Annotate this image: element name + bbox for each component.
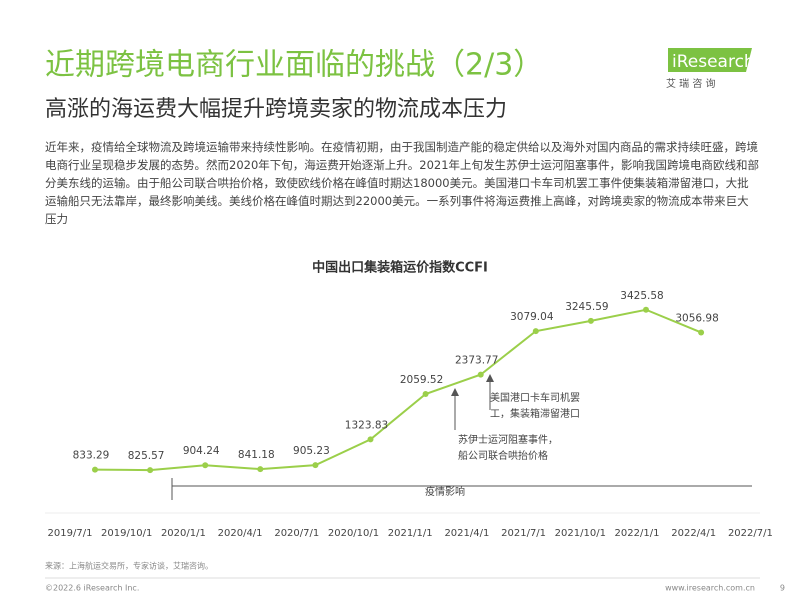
x-tick-label: 2019/7/1 [48, 528, 93, 539]
paragraph: 近年来，疫情给全球物流及跨境运输带来持续性影响。在疫情初期，由于我国制造产能的稳… [45, 140, 760, 226]
data-label: 3245.59 [565, 301, 608, 313]
annotation: 船公司联合哄抬价格 [458, 449, 548, 462]
point [367, 436, 374, 443]
x-tick-label: 2020/1/1 [161, 528, 206, 539]
data-label: 833.29 [73, 450, 110, 462]
point [257, 466, 264, 473]
x-tick-label: 2020/10/1 [328, 528, 379, 539]
point [202, 462, 209, 469]
point [422, 390, 429, 397]
data-label: 841.18 [238, 449, 275, 461]
annotation: 疫情影响 [425, 485, 465, 498]
data-label: 905.23 [293, 445, 330, 457]
data-label: 3056.98 [675, 312, 718, 324]
annotation: 工，集装箱滞留港口 [490, 407, 580, 420]
x-tick-label: 2021/1/1 [388, 528, 433, 539]
page-number: 9 [780, 584, 785, 593]
data-label: 825.57 [128, 450, 165, 462]
chart-title: 中国出口集装箱运价指数CCFI [312, 260, 488, 276]
copyright: ©2022.6 iResearch Inc. [45, 584, 139, 593]
point [532, 328, 539, 335]
line [94, 308, 702, 472]
data-label: 2059.52 [400, 374, 443, 386]
x-tick-label: 2022/7/1 [728, 528, 773, 539]
arrow-head [451, 388, 459, 396]
data-label: 3425.58 [620, 290, 663, 302]
data-label: 904.24 [183, 445, 220, 457]
point [92, 466, 98, 473]
subtitle: 高涨的海运费大幅提升跨境卖家的物流成本压力 [45, 97, 507, 122]
logo-box [668, 48, 752, 72]
source: 来源：上海航运交易所，专家访谈，艾瑞咨询。 [45, 561, 213, 571]
data-label: 2373.77 [455, 355, 498, 367]
x-tick-label: 2021/4/1 [444, 528, 489, 539]
x-tick-label: 2020/7/1 [274, 528, 319, 539]
x-tick-label: 2022/1/1 [615, 528, 660, 539]
logo: iResearch [672, 52, 755, 72]
logo-tagline: 艾 瑞 咨 询 [666, 77, 716, 90]
data-label: 1323.83 [345, 419, 388, 431]
point [587, 317, 594, 324]
point [312, 462, 319, 469]
x-tick-label: 2020/4/1 [218, 528, 263, 539]
x-tick-label: 2021/10/1 [555, 528, 606, 539]
x-tick-label: 2021/7/1 [501, 528, 546, 539]
x-tick-label: 2022/4/1 [671, 528, 716, 539]
title: 近期跨境电商行业面临的挑战（2/3） [45, 48, 543, 83]
x-tick-label: 2019/10/1 [101, 528, 152, 539]
website: www.iresearch.com.cn [665, 584, 755, 593]
arrow-head [486, 374, 494, 382]
annotation: 美国港口卡车司机罢 [490, 391, 580, 404]
point [643, 306, 649, 313]
point [698, 329, 705, 336]
annotation: 苏伊士运河阻塞事件， [458, 433, 558, 446]
point [147, 467, 154, 474]
data-label: 3079.04 [510, 311, 554, 323]
point [477, 371, 484, 378]
